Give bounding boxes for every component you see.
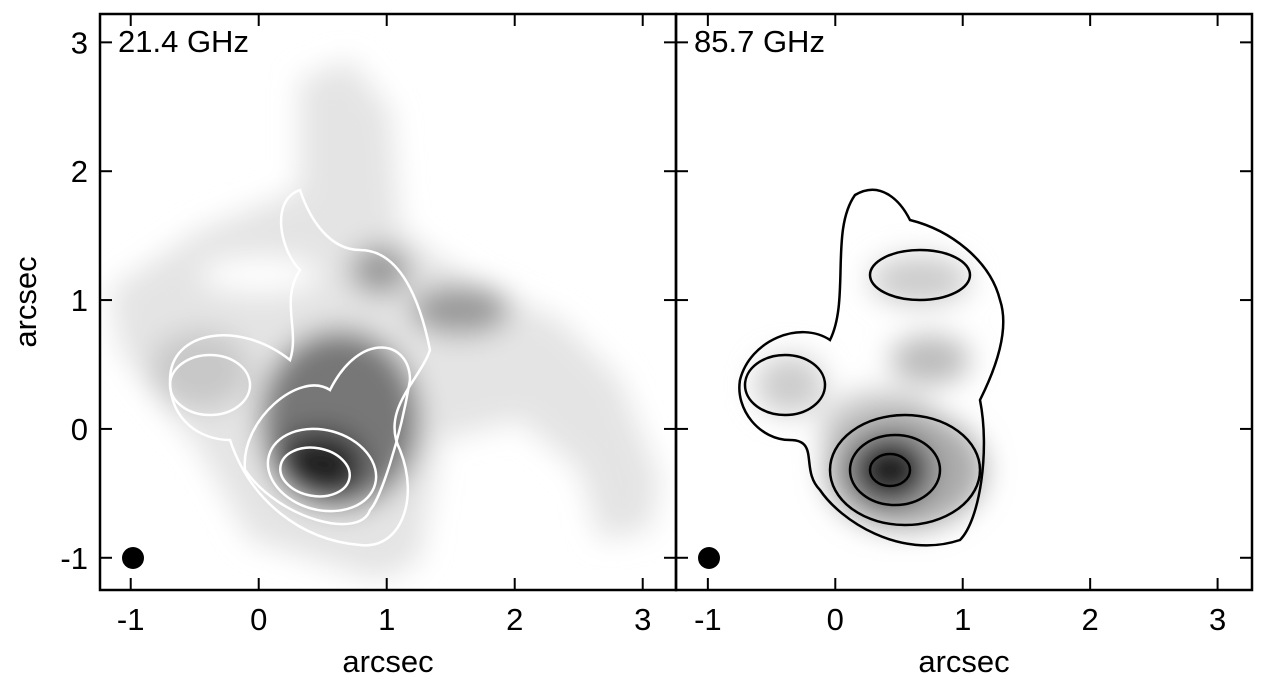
contour: [738, 188, 1005, 547]
emission: [755, 355, 825, 415]
x-tick-label: 0: [827, 602, 844, 637]
emission: [410, 285, 510, 335]
y-tick-label: 3: [71, 25, 88, 60]
contour: [266, 427, 378, 513]
contour: [168, 353, 252, 417]
x-tick-label: -1: [694, 602, 722, 637]
x-tick-label: 2: [1082, 602, 1099, 637]
emission: [150, 330, 250, 410]
x-tick-label: 1: [378, 602, 395, 637]
x-tick-label: -1: [117, 602, 145, 637]
map-86ghz: [698, 188, 1005, 569]
contour: [868, 452, 912, 488]
y-tick-label: -1: [60, 541, 88, 576]
x-tick-label: 3: [1209, 602, 1226, 637]
panel-title: 85.7 GHz: [694, 24, 825, 59]
contour: [828, 413, 982, 527]
x-axis-label: arcsec: [342, 644, 433, 679]
contour: [279, 446, 351, 498]
emission: [890, 335, 970, 385]
x-tick-label: 3: [634, 602, 651, 637]
x-tick-label: 2: [506, 602, 523, 637]
x-axis-label: arcsec: [918, 644, 1009, 679]
y-axis-label: arcsec: [8, 256, 43, 347]
contour: [743, 353, 827, 417]
beam: [698, 547, 720, 569]
panel-title: 21.4 GHz: [118, 24, 249, 59]
emission: [275, 430, 365, 500]
emission: [870, 255, 970, 305]
emission: [850, 435, 930, 505]
x-tick-label: 1: [954, 602, 971, 637]
contour: [848, 433, 942, 507]
y-tick-label: 0: [71, 412, 88, 447]
contour: [243, 346, 412, 526]
beam: [122, 547, 144, 569]
emission: [110, 60, 660, 580]
emission: [200, 257, 320, 293]
y-tick-label: 1: [71, 283, 88, 318]
emission: [350, 245, 410, 295]
frame: [674, 12, 1254, 592]
contour: [168, 188, 432, 547]
y-tick-label: 2: [71, 154, 88, 189]
map-21ghz: [110, 60, 660, 580]
contour: [868, 248, 972, 302]
x-tick-label: 0: [250, 602, 267, 637]
